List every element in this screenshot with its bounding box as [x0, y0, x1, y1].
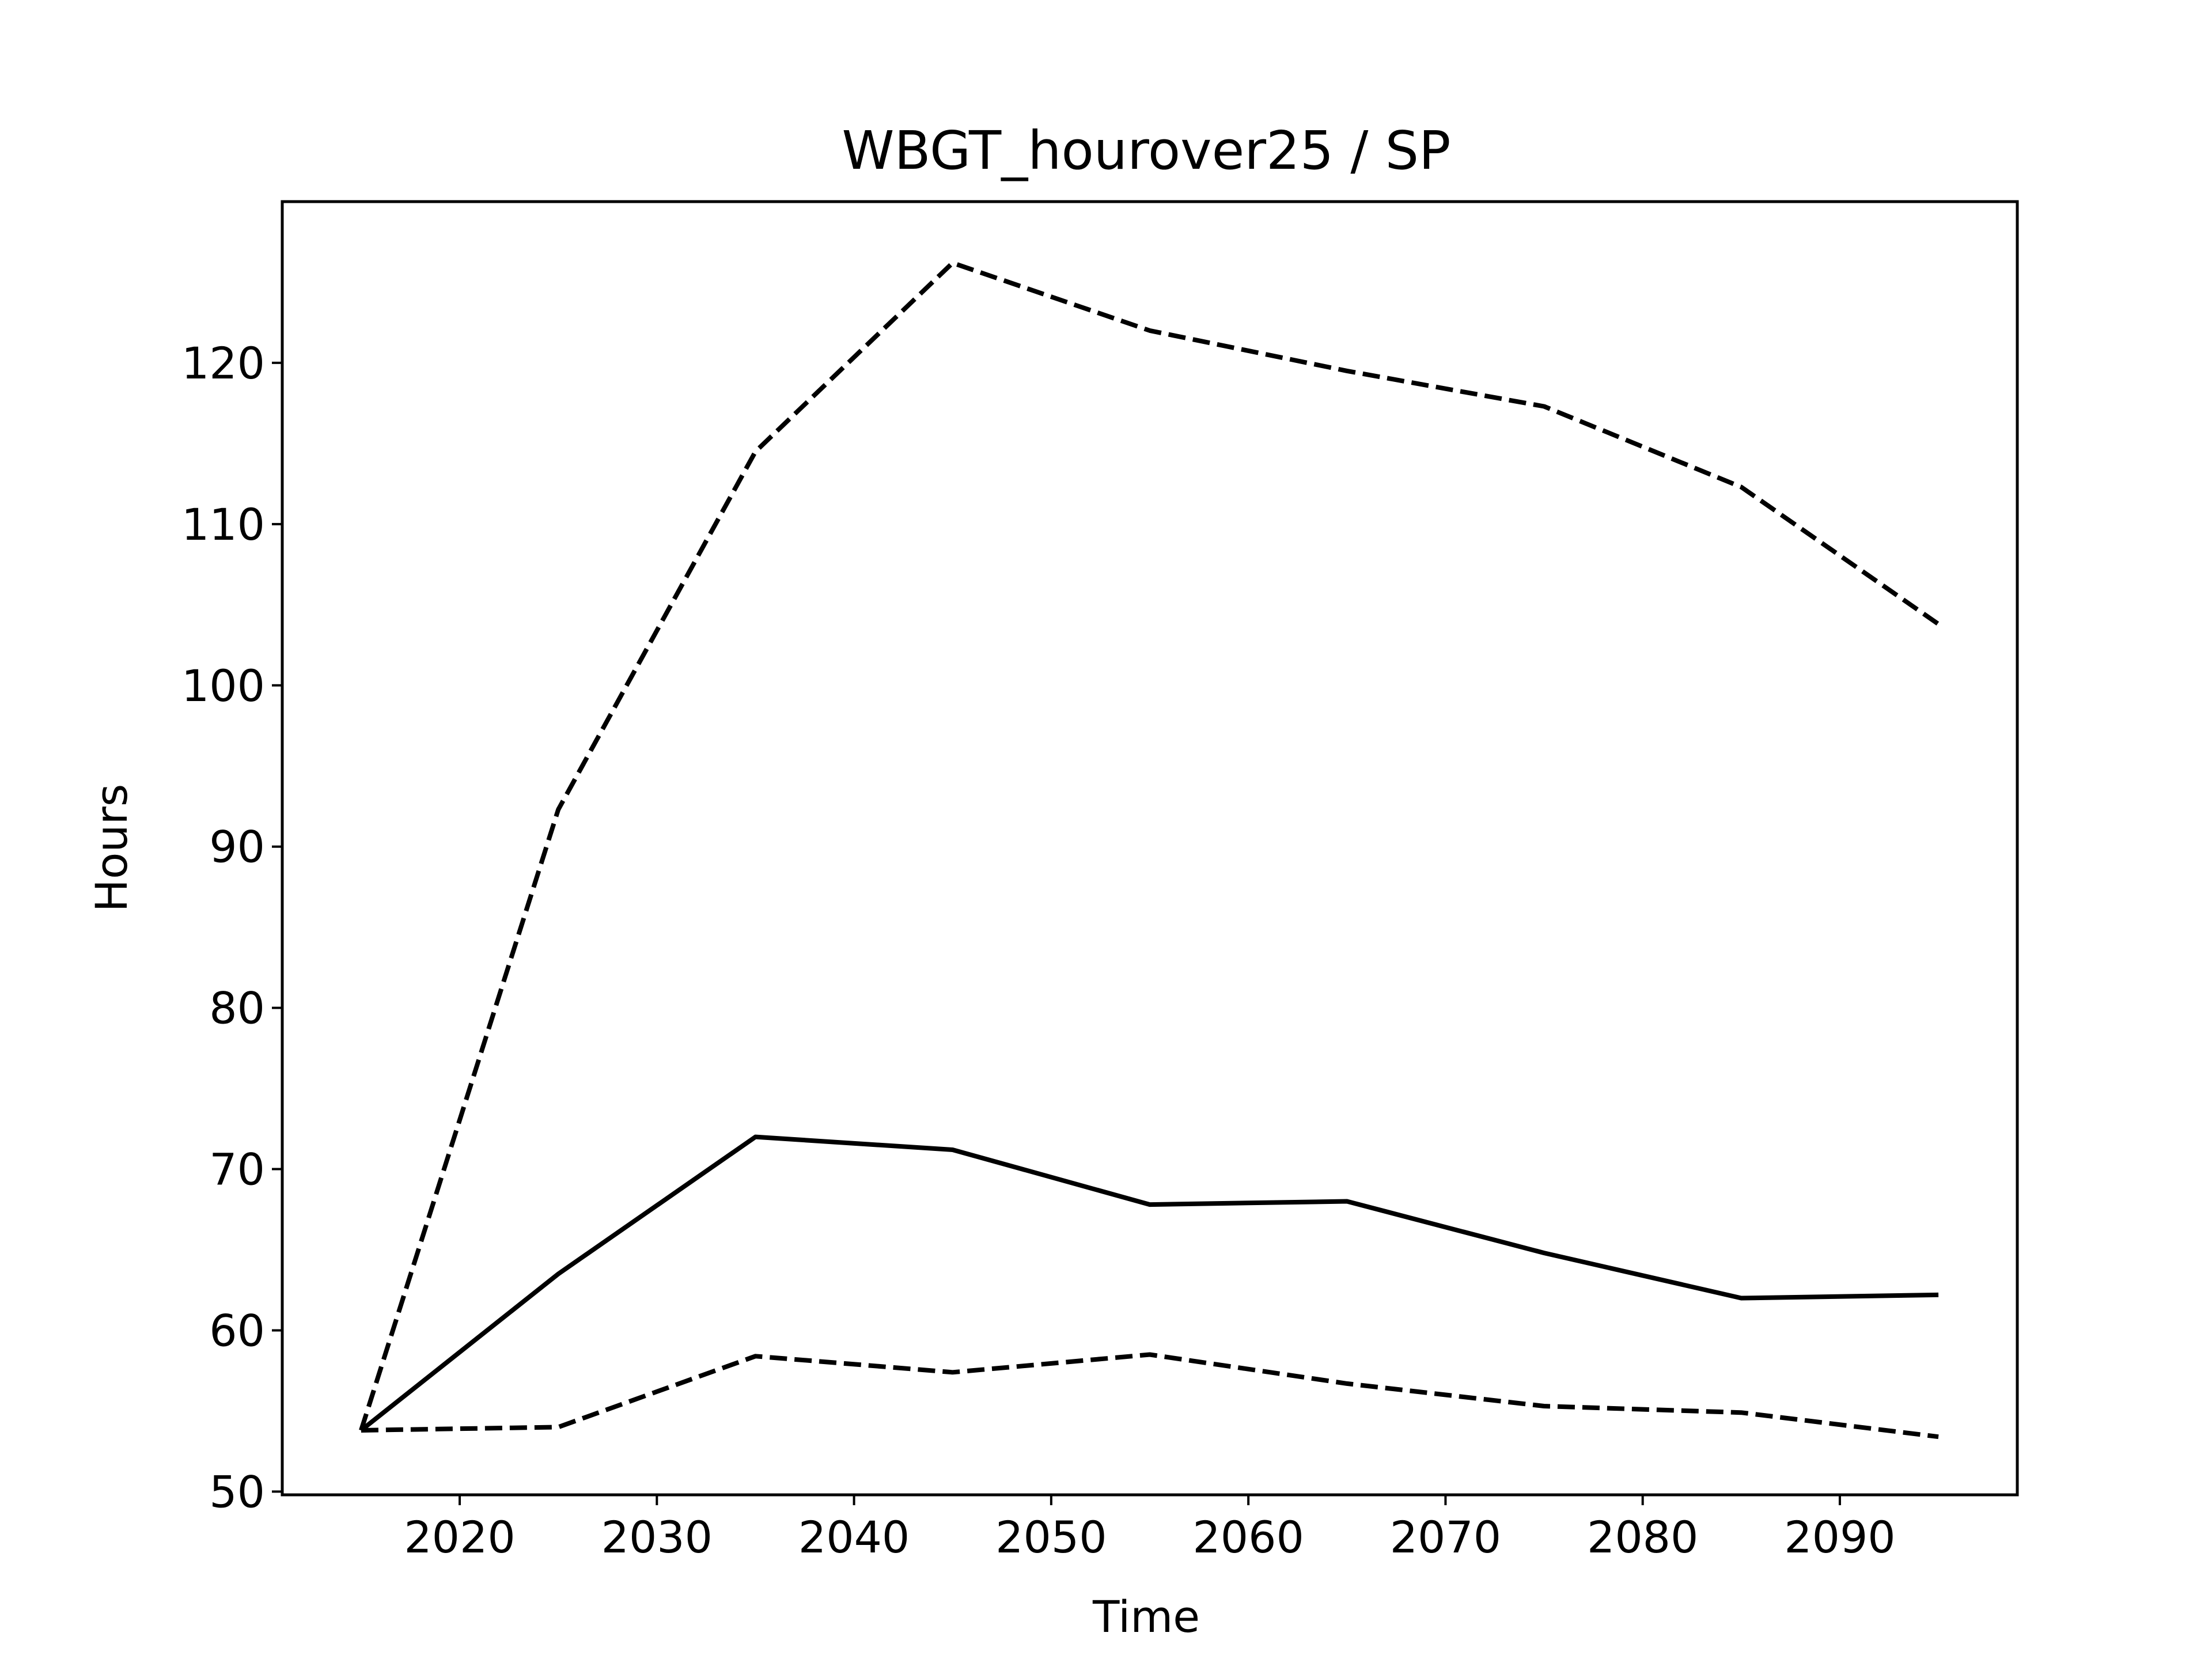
chart-title: WBGT_hourover25 / SP [842, 120, 1451, 181]
series-line-3-dashed [361, 1352, 1939, 1440]
plot-area [359, 260, 1940, 1440]
y-axis-label: Hours [86, 784, 137, 912]
x-tick-label: 2030 [601, 1512, 713, 1563]
y-tick-label: 50 [209, 1466, 265, 1517]
y-tick-label: 80 [209, 983, 265, 1034]
x-axis-label: Time [1092, 1591, 1200, 1642]
y-tick-label: 60 [209, 1305, 265, 1356]
x-axis: 2020 2030 2040 2050 2060 2070 2080 2090 [404, 1495, 1896, 1563]
x-tick-label: 2080 [1587, 1512, 1698, 1563]
y-tick-label: 100 [181, 660, 265, 711]
x-tick-label: 2050 [995, 1512, 1107, 1563]
series-line-1-dashed [359, 260, 1940, 1431]
x-tick-label: 2040 [798, 1512, 910, 1563]
x-tick-label: 2090 [1784, 1512, 1895, 1563]
x-tick-label: 2060 [1192, 1512, 1304, 1563]
x-tick-label: 2020 [404, 1512, 515, 1563]
y-tick-label: 110 [181, 499, 265, 550]
y-tick-label: 120 [181, 338, 265, 389]
y-axis: 50 60 70 80 90 100 110 120 [181, 338, 282, 1517]
x-tick-label: 2070 [1390, 1512, 1501, 1563]
y-tick-label: 70 [209, 1144, 265, 1195]
series-line-2-solid [359, 1134, 1939, 1433]
axes-frame [281, 200, 2019, 1497]
y-tick-label: 90 [209, 821, 265, 873]
